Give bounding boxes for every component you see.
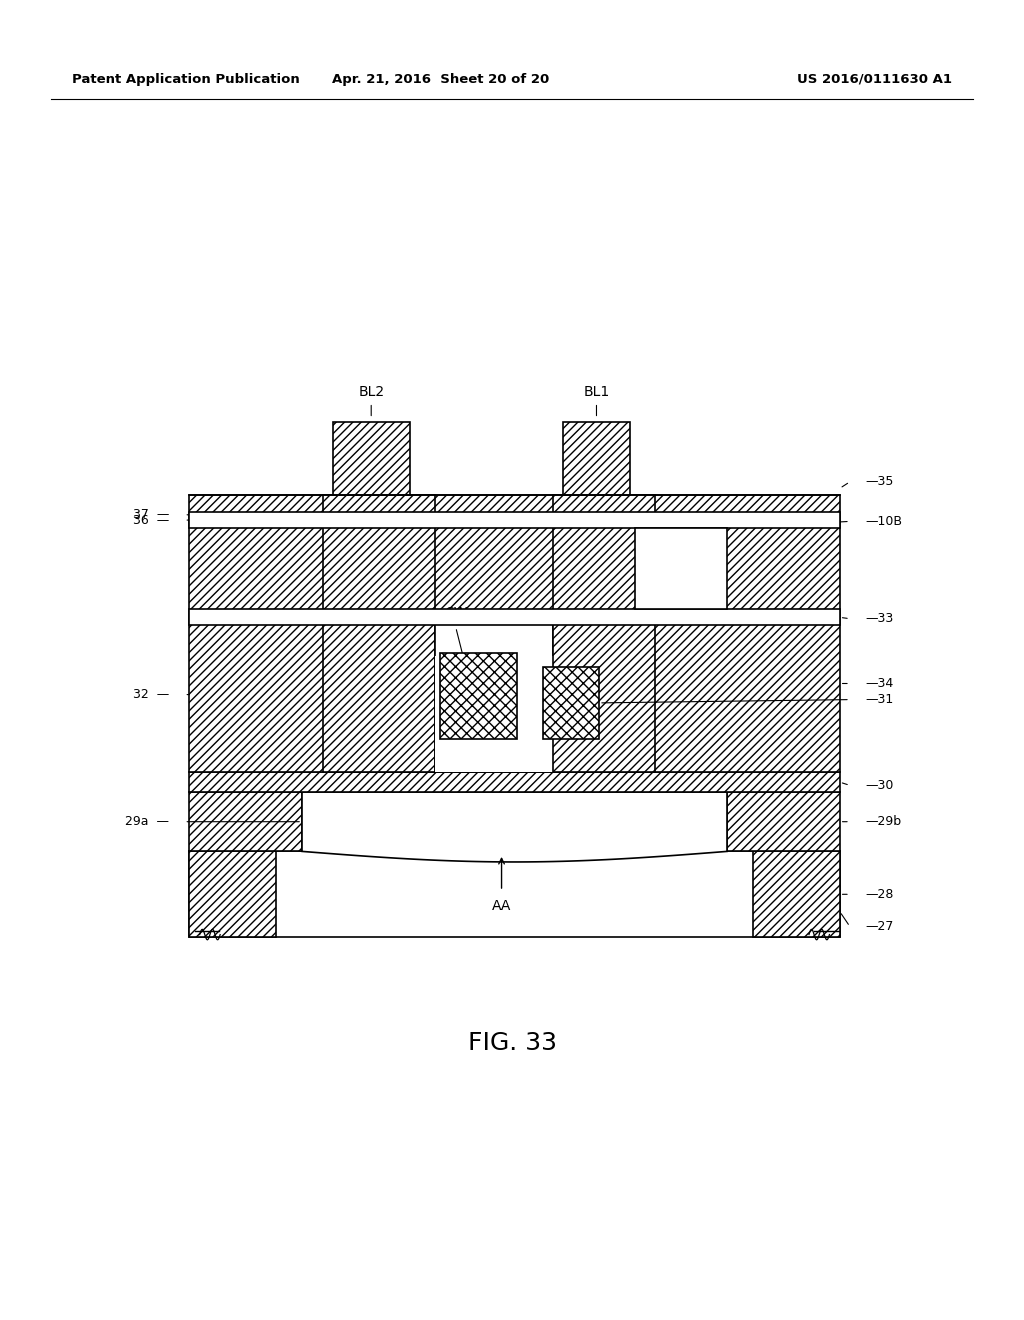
Bar — [440, 653, 517, 739]
Text: 29a  —: 29a — — [125, 816, 169, 828]
Bar — [189, 610, 840, 626]
Bar — [189, 851, 840, 937]
Bar — [189, 512, 840, 528]
Bar — [333, 422, 410, 495]
Text: —31: —31 — [865, 693, 894, 706]
Text: Patent Application Publication: Patent Application Publication — [72, 73, 299, 86]
Bar — [189, 772, 840, 792]
Bar — [635, 528, 727, 610]
Text: BL1: BL1 — [584, 384, 609, 399]
Bar — [323, 495, 435, 772]
Bar — [435, 620, 553, 772]
Bar — [753, 851, 840, 937]
Bar — [189, 792, 302, 851]
Text: —29b: —29b — [865, 816, 901, 828]
Text: 37  —: 37 — — [132, 508, 169, 521]
Text: 32  —: 32 — — [133, 688, 169, 701]
Bar — [435, 656, 553, 772]
Text: —35: —35 — [865, 475, 894, 488]
Text: —33: —33 — [865, 612, 894, 626]
Text: —34: —34 — [865, 677, 894, 690]
Bar — [189, 851, 276, 937]
Text: AA: AA — [492, 899, 511, 913]
Bar — [727, 792, 840, 851]
Bar — [189, 495, 840, 772]
Bar — [543, 667, 599, 739]
Text: FIG. 33: FIG. 33 — [468, 1031, 556, 1055]
Text: —30: —30 — [865, 779, 894, 792]
Text: —27: —27 — [865, 920, 894, 933]
Bar — [553, 495, 655, 772]
Text: BL2: BL2 — [358, 384, 384, 399]
Text: Apr. 21, 2016  Sheet 20 of 20: Apr. 21, 2016 Sheet 20 of 20 — [332, 73, 549, 86]
Text: 36  —: 36 — — [133, 513, 169, 527]
Bar — [302, 792, 727, 865]
Text: —28: —28 — [865, 888, 894, 900]
Bar — [563, 422, 630, 495]
Text: —10B: —10B — [865, 515, 902, 528]
Text: SW: SW — [445, 606, 468, 620]
Text: US 2016/0111630 A1: US 2016/0111630 A1 — [798, 73, 952, 86]
